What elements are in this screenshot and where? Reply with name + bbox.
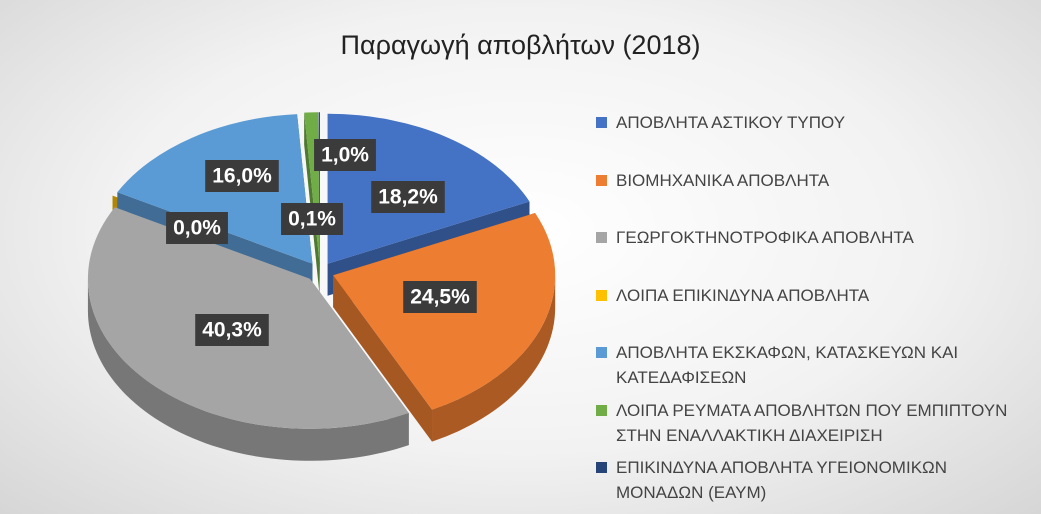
legend-swatch <box>596 462 607 473</box>
data-label-box <box>371 181 445 213</box>
legend-label: ΓΕΩΡΓΟΚΤΗΝΟΤΡΟΦΙΚΑ ΑΠΟΒΛΗΤΑ <box>616 228 914 247</box>
legend-swatch <box>596 175 607 186</box>
legend-item: ΑΠΟΒΛΗΤΑ ΑΣΤΙΚΟΥ ΤΥΠΟΥ <box>596 110 1026 135</box>
data-label: 0,1% <box>281 203 343 235</box>
data-label: 1,0% <box>314 139 376 171</box>
data-label-box <box>195 314 269 346</box>
legend-item: ΑΠΟΒΛΗΤΑ ΕΚΣΚΑΦΩΝ, ΚΑΤΑΣΚΕΥΩΝ ΚΑΙ ΚΑΤΕΔΑ… <box>596 340 1026 390</box>
data-label-box <box>166 212 228 244</box>
legend-item: ΛΟΙΠΑ ΡΕΥΜΑΤΑ ΑΠΟΒΛΗΤΩΝ ΠΟΥ ΕΜΠΙΠΤΟΥΝ ΣΤ… <box>596 398 1026 448</box>
legend-swatch <box>596 405 607 416</box>
data-label-text: 18,2% <box>378 186 438 209</box>
data-label: 18,2% <box>371 181 445 213</box>
data-labels: 18,2% 24,5% 40,3% 0,0% 16,0% 1,0% 0,1% <box>166 139 477 346</box>
legend-item: ΓΕΩΡΓΟΚΤΗΝΟΤΡΟΦΙΚΑ ΑΠΟΒΛΗΤΑ <box>596 225 1026 250</box>
legend-swatch <box>596 347 607 358</box>
slice-side <box>432 275 556 442</box>
slice-wall <box>333 275 433 442</box>
data-label-text: 0,1% <box>288 208 336 231</box>
data-label: 16,0% <box>205 160 279 192</box>
legend-item: ΕΠΙΚΙΝΔΥΝΑ ΑΠΟΒΛΗΤΑ ΥΓΕΙΟΝΟΜΙΚΩΝ ΜΟΝΑΔΩΝ… <box>596 455 1026 505</box>
legend-label: ΒΙΟΜΗΧΑΝΙΚΑ ΑΠΟΒΛΗΤΑ <box>616 171 830 190</box>
legend-item: ΛΟΙΠΑ ΕΠΙΚΙΝΔΥΝΑ ΑΠΟΒΛΗΤΑ <box>596 283 1026 308</box>
data-label-text: 40,3% <box>202 319 262 342</box>
data-label-text: 0,0% <box>173 217 221 240</box>
data-label-text: 24,5% <box>410 286 470 309</box>
data-label-box <box>314 139 376 171</box>
legend-swatch <box>596 232 607 243</box>
data-label: 24,5% <box>403 281 477 313</box>
legend-swatch <box>596 290 607 301</box>
chart-title: Παραγωγή αποβλήτων (2018) <box>340 30 701 60</box>
data-label-text: 16,0% <box>212 165 272 188</box>
legend-swatch <box>596 117 607 128</box>
legend-label: ΛΟΙΠΑ ΕΠΙΚΙΝΔΥΝΑ ΑΠΟΒΛΗΤΑ <box>616 286 870 305</box>
legend-label: ΑΠΟΒΛΗΤΑ ΕΚΣΚΑΦΩΝ, ΚΑΤΑΣΚΕΥΩΝ ΚΑΙ ΚΑΤΕΔΑ… <box>616 343 959 387</box>
data-label-box <box>205 160 279 192</box>
legend-label: ΛΟΙΠΑ ΡΕΥΜΑΤΑ ΑΠΟΒΛΗΤΩΝ ΠΟΥ ΕΜΠΙΠΤΟΥΝ ΣΤ… <box>616 401 1008 445</box>
legend-label: ΑΠΟΒΛΗΤΑ ΑΣΤΙΚΟΥ ΤΥΠΟΥ <box>616 113 846 132</box>
data-label-box <box>403 281 477 313</box>
data-label: 40,3% <box>195 314 269 346</box>
data-label-box <box>281 203 343 235</box>
slice-side <box>87 278 409 461</box>
data-label: 0,0% <box>166 212 228 244</box>
legend-label: ΕΠΙΚΙΝΔΥΝΑ ΑΠΟΒΛΗΤΑ ΥΓΕΙΟΝΟΜΙΚΩΝ ΜΟΝΑΔΩΝ… <box>616 458 948 502</box>
legend-item: ΒΙΟΜΗΧΑΝΙΚΑ ΑΠΟΒΛΗΤΑ <box>596 168 1026 193</box>
data-label-text: 1,0% <box>321 144 369 167</box>
